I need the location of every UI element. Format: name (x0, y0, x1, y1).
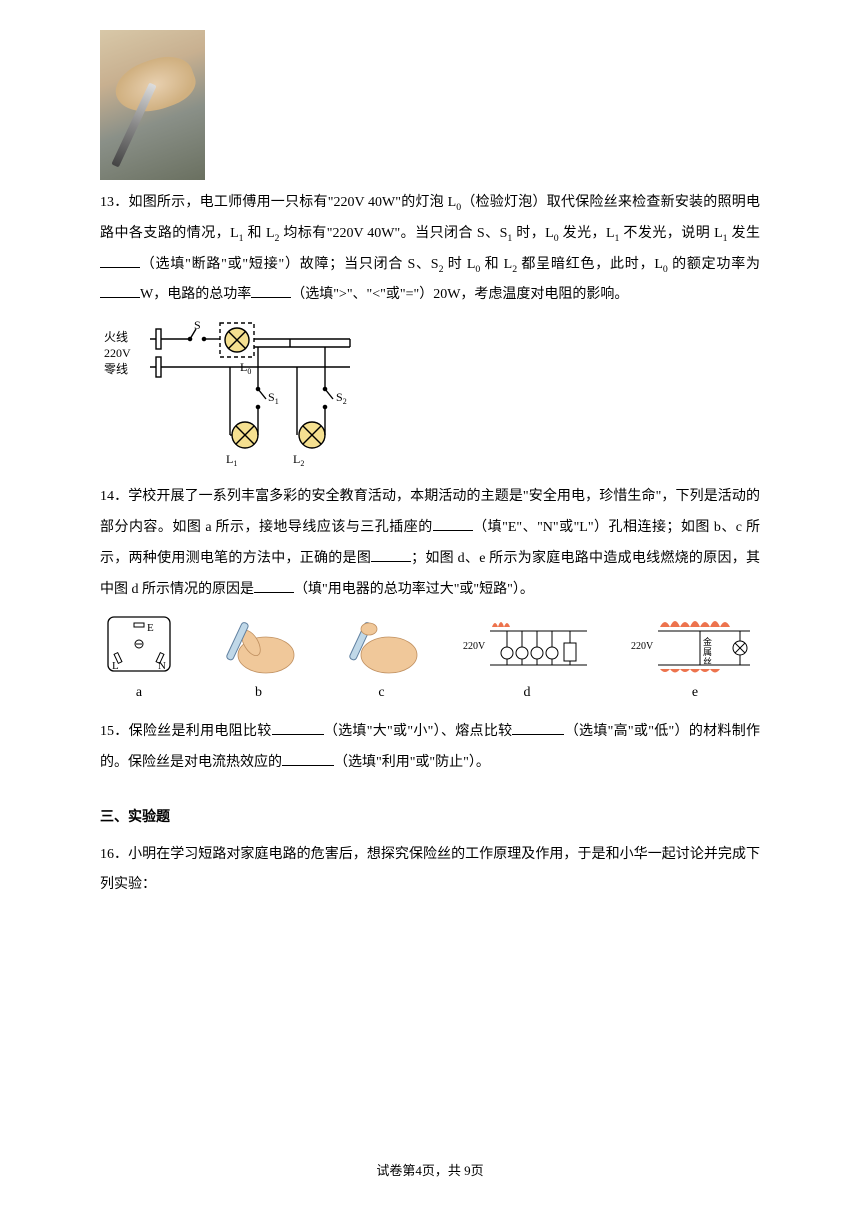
circuit-voltage-label: 220V (104, 346, 131, 360)
q14-blank1 (433, 517, 473, 531)
q13-p5: 时，L (512, 226, 553, 241)
e-voltage: 220V (631, 641, 654, 652)
q16-text: 16．小明在学习短路对家庭电路的危害后，想探究保险丝的工作原理及作用，于是和小华… (100, 840, 760, 902)
circuit-s1-sub: 1 (275, 397, 279, 406)
q13-p8: 发生 (728, 226, 760, 241)
q14-p4: （填"用电器的总功率过大"或"短路"）。 (294, 582, 534, 597)
circuit-l0-label: L (240, 360, 247, 374)
q13-p14: W，电路的总功率 (140, 287, 251, 302)
label-a: a (100, 678, 178, 709)
e-metal-wire3: 丝 (703, 656, 712, 667)
q13-p12: 都呈暗红色，此时，L (517, 257, 663, 272)
q14-blank2 (371, 548, 411, 562)
q15-p2: （选填"大"或"小"）、熔点比较 (324, 724, 513, 739)
q15-p1: 15．保险丝是利用电阻比较 (100, 724, 272, 739)
section3-title: 三、实验题 (100, 803, 760, 834)
e-metal-wire2: 属 (703, 647, 712, 657)
circuit-l1-label: L (226, 452, 233, 466)
svg-text:L0: L0 (240, 360, 251, 376)
q13-blank2 (100, 284, 140, 298)
circuit-s2-sub: 2 (343, 397, 347, 406)
circuit-s2-label: S (336, 390, 343, 404)
svg-text:L1: L1 (226, 452, 237, 468)
image-a: E L N a (100, 613, 178, 709)
circuit-l1-sub: 1 (233, 459, 237, 468)
label-b: b (216, 678, 301, 709)
circuit-l2-sub: 2 (300, 459, 304, 468)
page-footer: 试卷第4页，共 9页 (0, 1157, 860, 1186)
svg-text:L2: L2 (293, 452, 304, 468)
five-images-row: E L N a b c (100, 613, 760, 709)
q13-p13: 的额定功率为 (668, 257, 760, 272)
q13-p6: 发光，L (559, 226, 615, 241)
svg-text:S1: S1 (268, 390, 279, 406)
q13-text: 13．如图所示，电工师傅用一只标有"220V 40W"的灯泡 L0（检验灯泡）取… (100, 188, 760, 311)
image-b: b (216, 613, 301, 709)
q15-p4: （选填"利用"或"防止"）。 (334, 755, 490, 770)
e-metal-wire1: 金 (703, 636, 712, 647)
q13-p15: （选填">"、"<"或"="）20W，考虑温度对电阻的影响。 (291, 287, 628, 302)
q15-blank2 (512, 721, 564, 735)
q13-blank1 (100, 254, 140, 268)
q13-p10: 时 L (444, 257, 476, 272)
q13-p1: 13．如图所示，电工师傅用一只标有"220V 40W"的灯泡 L (100, 195, 456, 210)
label-d: d (462, 678, 592, 709)
q13-p3: 和 L (244, 226, 275, 241)
circuit-l2-label: L (293, 452, 300, 466)
image-d: 220V d (462, 613, 592, 709)
tester-pen-photo (100, 30, 205, 180)
circuit-s-label: S (194, 319, 201, 332)
label-e: e (630, 678, 760, 709)
circuit-fire-label: 火线 (104, 330, 128, 344)
q15-blank3 (282, 752, 334, 766)
svg-text:S2: S2 (336, 390, 347, 406)
q13-p7: 不发光，说明 L (619, 226, 722, 241)
image-e: 220V 金 属 丝 e (630, 613, 760, 709)
circuit-l0-sub: 0 (247, 367, 251, 376)
q15-blank1 (272, 721, 324, 735)
socket-l: L (112, 660, 119, 672)
q14-blank3 (254, 579, 294, 593)
q14-text: 14．学校开展了一系列丰富多彩的安全教育活动，本期活动的主题是"安全用电，珍惜生… (100, 482, 760, 605)
q15-text: 15．保险丝是利用电阻比较（选填"大"或"小"）、熔点比较（选填"高"或"低"）… (100, 717, 760, 779)
d-voltage: 220V (463, 641, 486, 652)
socket-e: E (147, 622, 154, 634)
socket-n: N (158, 660, 166, 672)
q13-blank3 (251, 284, 291, 298)
label-c: c (339, 678, 424, 709)
image-c: c (339, 613, 424, 709)
circuit-s1-label: S (268, 390, 275, 404)
circuit-neutral-label: 零线 (104, 362, 128, 376)
q13-p4: 均标有"220V 40W"。当只闭合 S、S (279, 226, 507, 241)
q13-p9: （选填"断路"或"短接"）故障；当只闭合 S、S (140, 257, 439, 272)
circuit-diagram: 火线 220V 零线 S L0 S1 S2 L1 L2 (100, 319, 360, 474)
q13-p11: 和 L (480, 257, 512, 272)
